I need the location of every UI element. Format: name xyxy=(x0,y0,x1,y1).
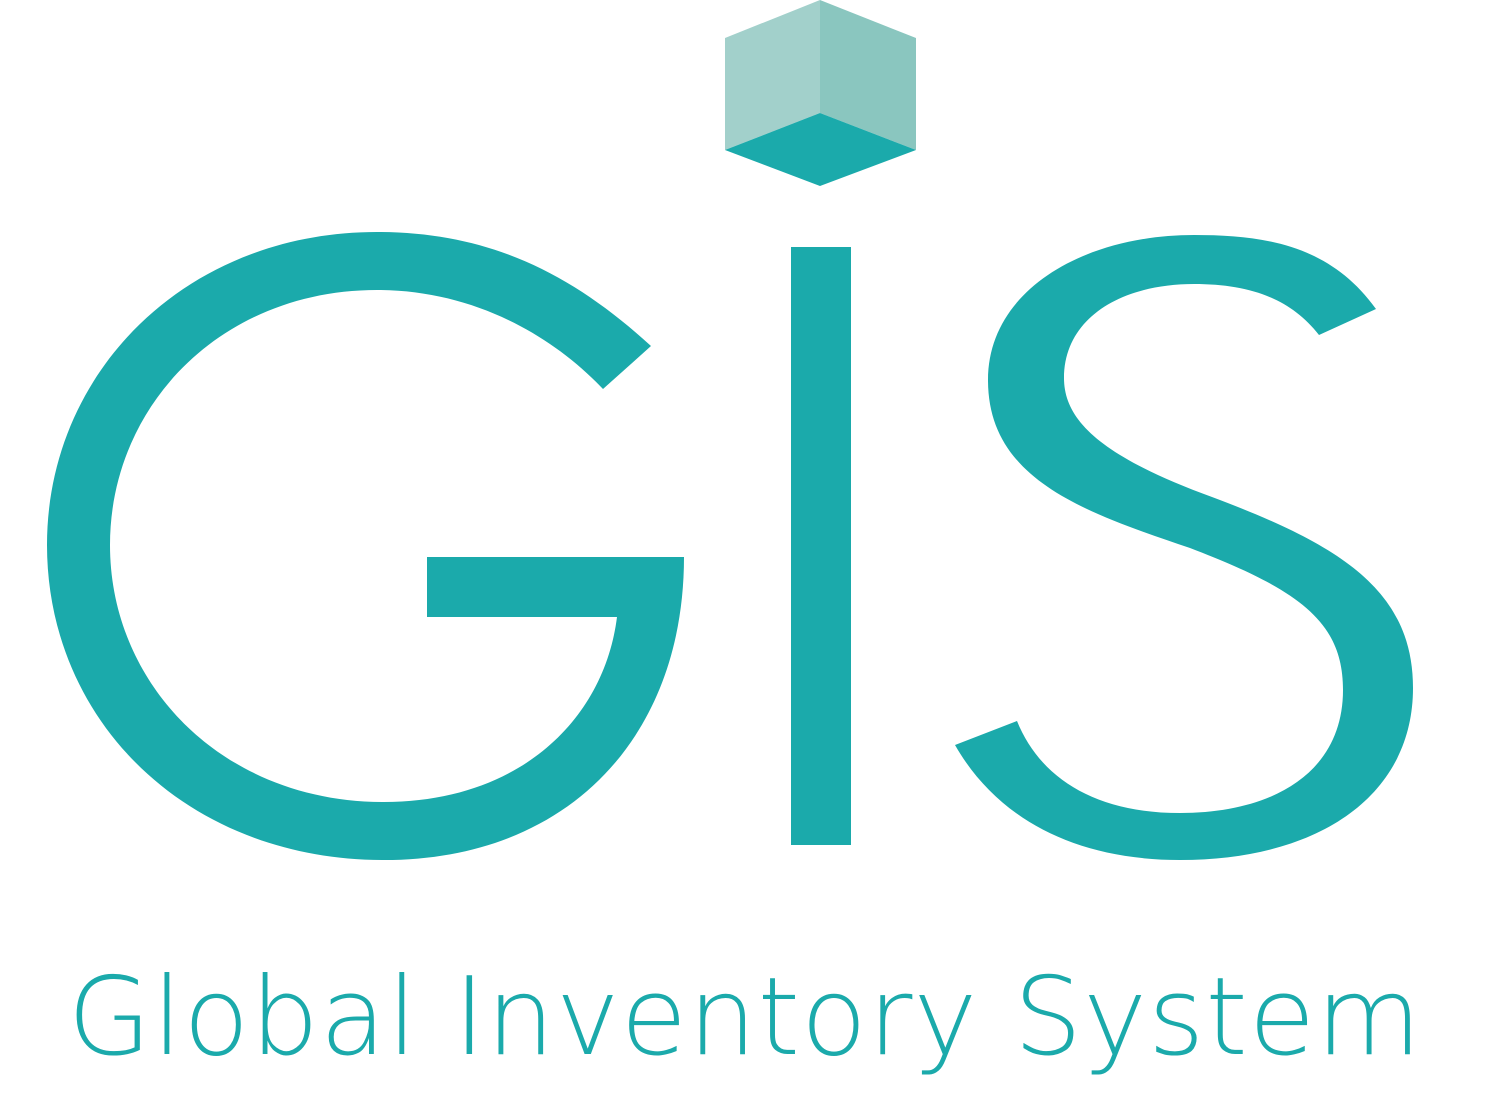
cube-right-face xyxy=(820,0,916,150)
letter-i xyxy=(791,247,851,845)
tagline: Global Inventory System xyxy=(67,955,1423,1080)
letter-g xyxy=(47,232,684,860)
cube-bottom-face xyxy=(725,113,916,186)
letter-s xyxy=(955,235,1413,860)
cube-icon xyxy=(725,0,916,186)
wordmark xyxy=(47,232,1413,860)
cube-left-face xyxy=(725,0,820,150)
